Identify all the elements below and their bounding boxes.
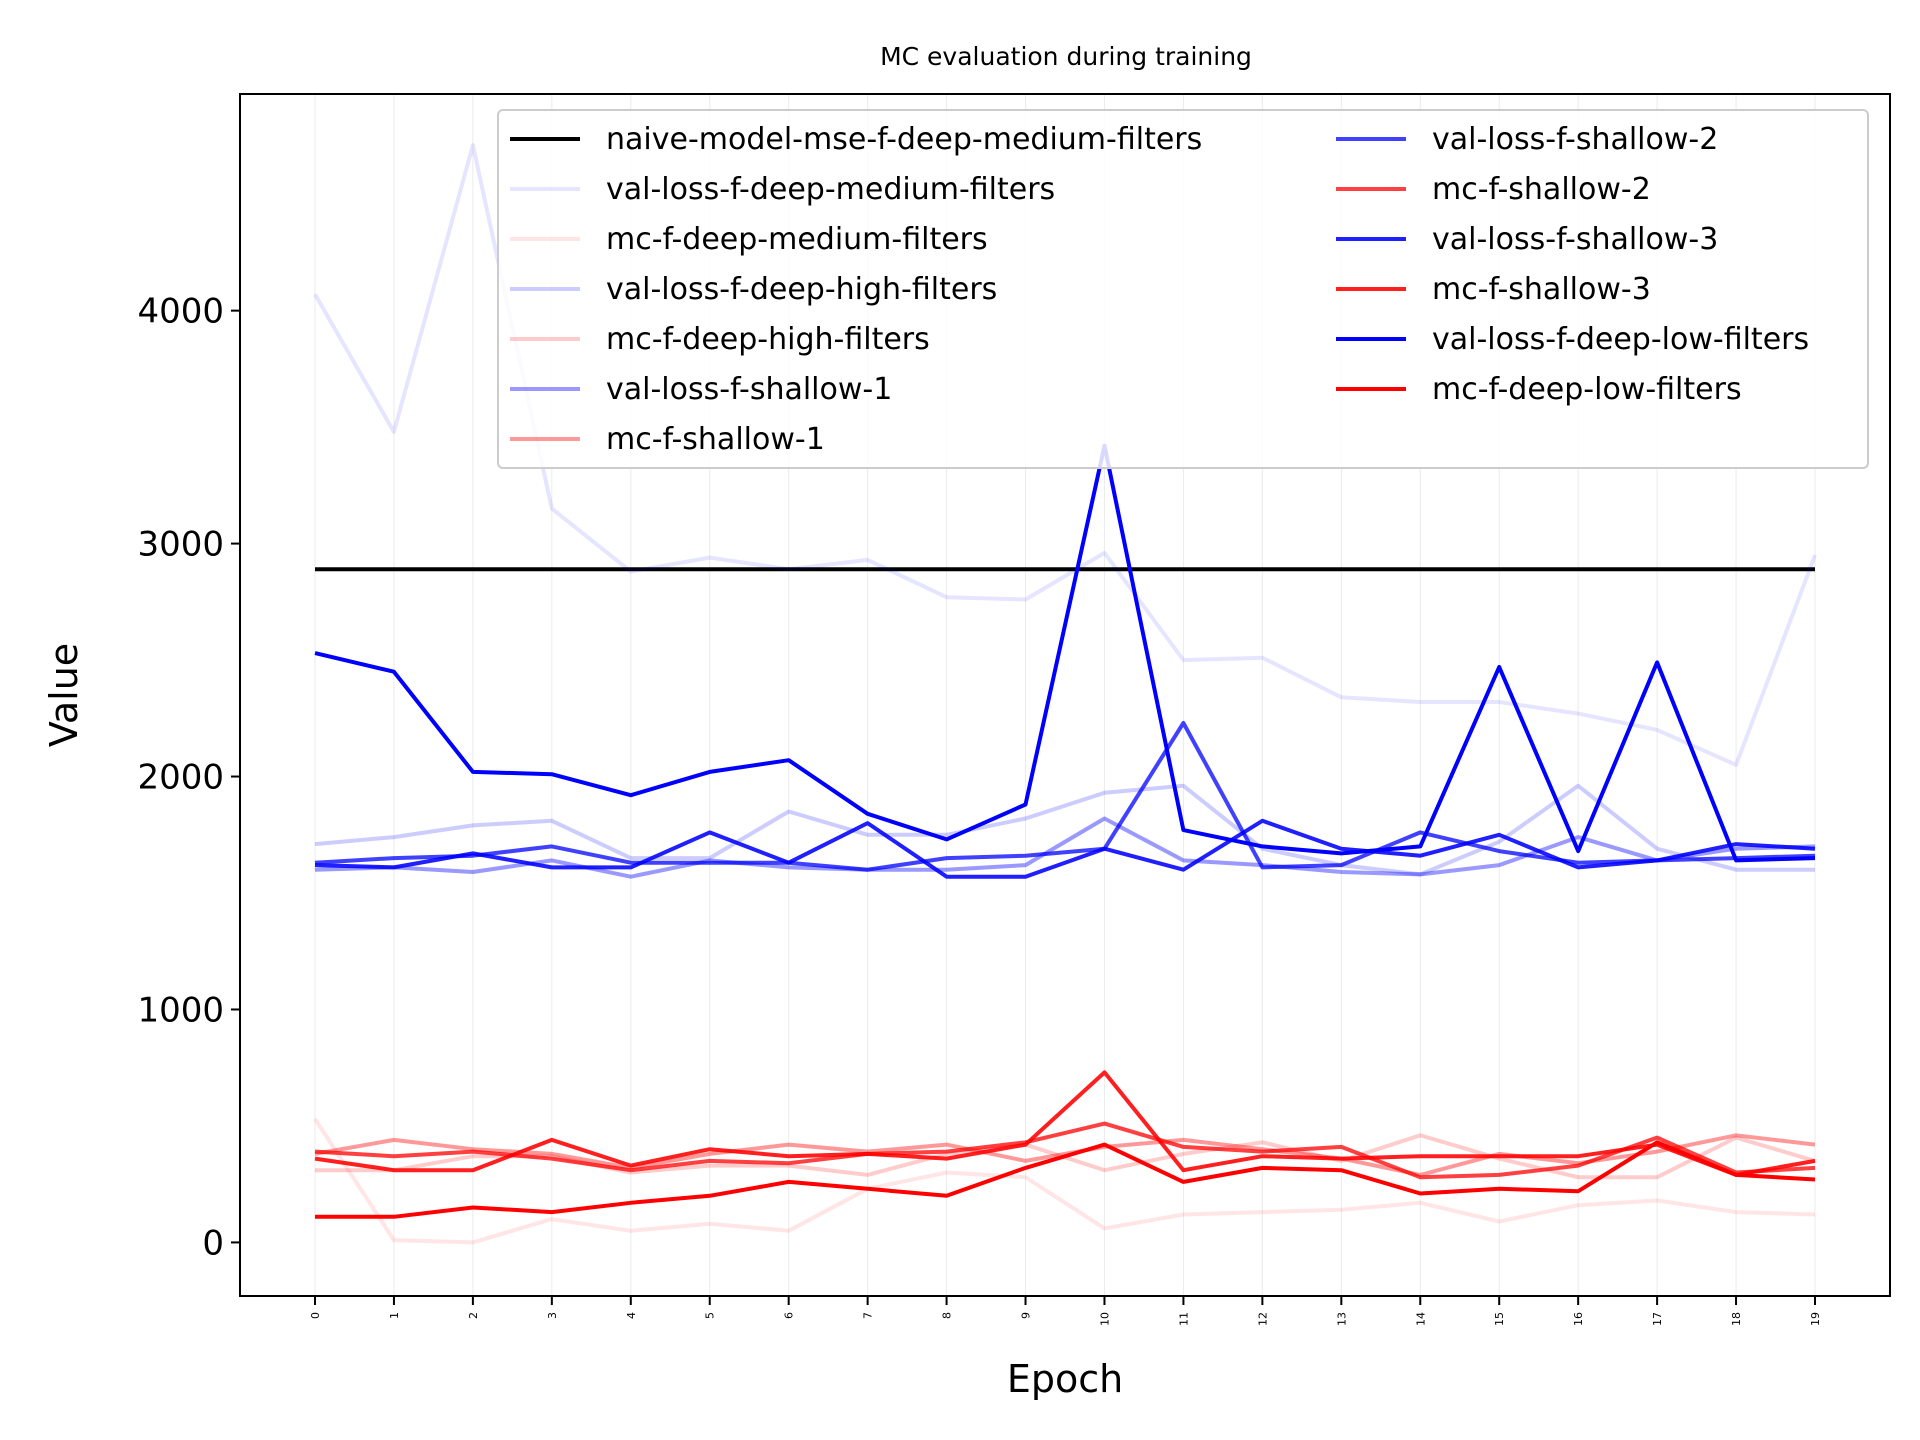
x-axis-label: Epoch [1007,1357,1123,1401]
legend-label: mc-f-deep-low-filters [1432,372,1742,407]
legend: naive-model-mse-f-deep-medium-filters val… [497,109,1869,469]
series-line-5 [314,816,1816,879]
x-tick-label: 10 [1098,1312,1111,1326]
legend-label: val-loss-f-shallow-2 [1432,122,1718,157]
legend-label: mc-f-shallow-1 [606,422,825,457]
series-line-9 [314,818,1816,879]
x-tick-label: 1 [388,1312,401,1319]
x-tick-label: 5 [704,1312,717,1319]
y-tick-label: 0 [202,1223,224,1263]
x-tick-label: 12 [1256,1312,1269,1326]
x-tick-label: 8 [941,1312,954,1319]
legend-label: val-loss-f-deep-medium-filters [606,172,1055,207]
x-tick-label: 4 [625,1312,638,1319]
x-tick-label: 3 [546,1312,559,1319]
x-axis: 0 1 2 3 4 5 6 7 8 9 10 11 12 13 14 15 16 17 18 19 [309,1296,1822,1326]
series-line-1 [313,143,1817,767]
x-tick-label: 16 [1572,1312,1585,1326]
series-line-8 [314,1121,1816,1180]
legend-label: mc-f-deep-medium-filters [606,222,988,257]
plot-area-frame [239,93,1891,1297]
x-tick-label: 17 [1651,1312,1664,1326]
x-tick-label: 19 [1809,1312,1822,1326]
series-lines [313,143,1817,1245]
series-line-3 [314,783,1815,877]
legend-label: val-loss-f-shallow-1 [606,372,892,407]
legend-label: val-loss-f-deep-high-filters [606,272,997,307]
x-tick-label: 9 [1020,1312,1033,1319]
chart-title: MC evaluation during training [880,42,1252,71]
x-tick-label: 2 [467,1312,480,1319]
y-axis-label: Value [42,643,86,747]
legend-label: naive-model-mse-f-deep-medium-filters [606,122,1202,157]
series-line-10 [314,1070,1816,1177]
x-tick-label: 13 [1335,1312,1348,1326]
legend-label: mc-f-shallow-2 [1432,172,1651,207]
legend-label: mc-f-shallow-3 [1432,272,1651,307]
x-tick-label: 0 [309,1312,322,1319]
y-tick-label: 3000 [137,525,224,565]
y-axis: 0 1000 2000 3000 4000 [137,292,240,1263]
series-line-2 [313,1117,1816,1245]
x-tick-label: 6 [783,1312,796,1319]
legend-label: mc-f-deep-high-filters [606,322,930,357]
x-tick-label: 14 [1414,1312,1427,1326]
y-tick-label: 4000 [137,292,224,332]
series-line-11 [314,443,1816,863]
x-tick-label: 18 [1730,1312,1743,1326]
series-line-6 [314,1133,1816,1177]
x-tick-label: 11 [1177,1312,1190,1326]
y-tick-label: 2000 [137,758,224,798]
x-tick-label: 15 [1493,1312,1506,1326]
series-line-12 [315,1140,1816,1219]
y-tick-label: 1000 [137,990,224,1030]
x-tick-label: 7 [862,1312,875,1319]
legend-label: val-loss-f-shallow-3 [1432,222,1718,257]
legend-box [497,109,1869,469]
legend-label: val-loss-f-deep-low-filters [1432,322,1809,357]
